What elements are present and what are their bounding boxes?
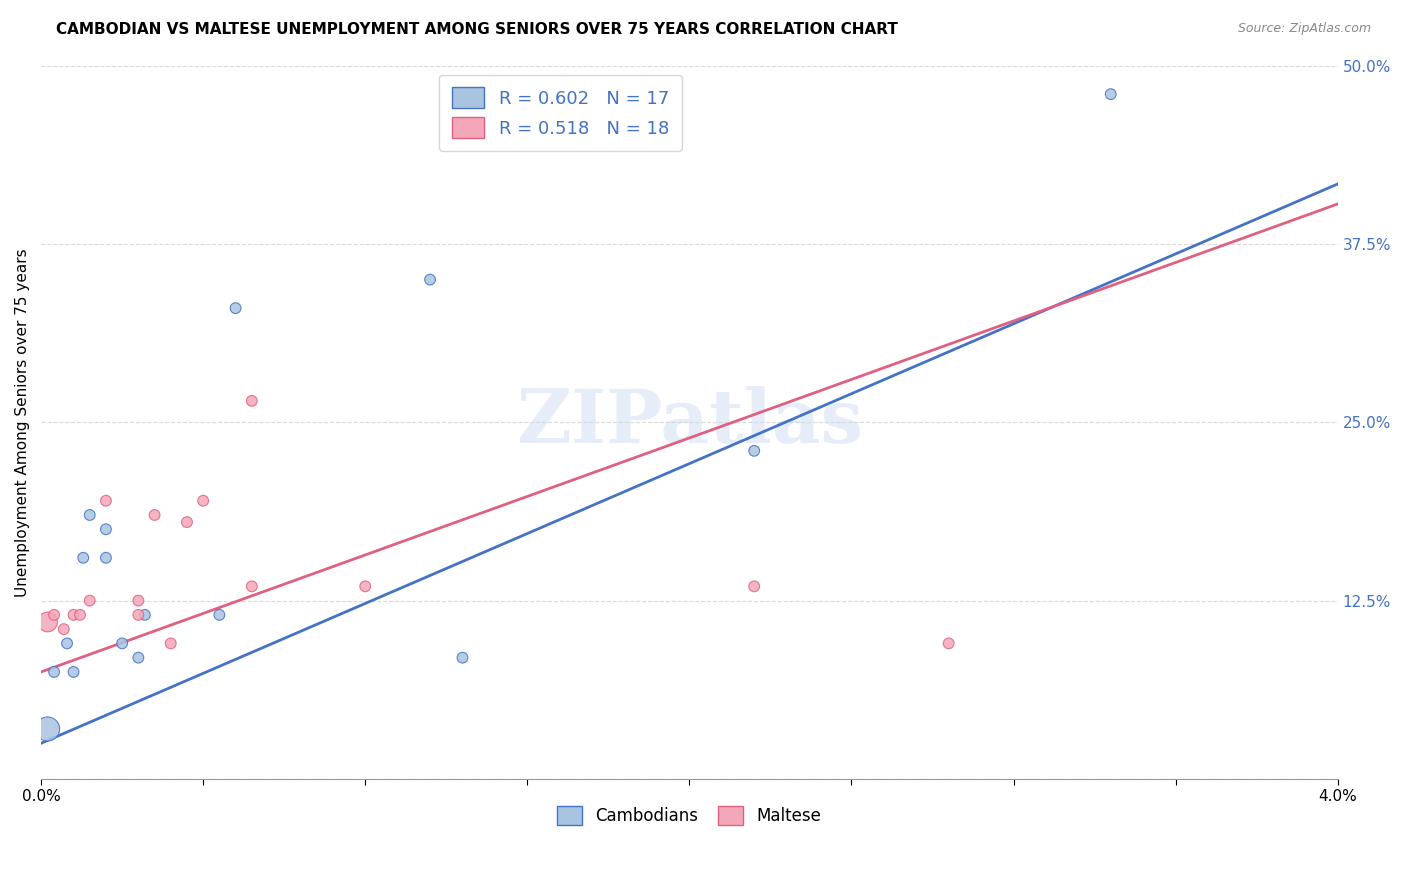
Point	[742, 579, 765, 593]
Point	[451, 650, 474, 665]
Text: ZIPatlas: ZIPatlas	[516, 385, 863, 458]
Point	[127, 607, 149, 622]
Point	[938, 636, 960, 650]
Point	[62, 665, 84, 679]
Point	[159, 636, 181, 650]
Point	[42, 607, 65, 622]
Point	[127, 593, 149, 607]
Point	[127, 650, 149, 665]
Point	[193, 493, 215, 508]
Point	[69, 607, 91, 622]
Point	[79, 508, 101, 522]
Point	[62, 607, 84, 622]
Point	[225, 301, 247, 315]
Point	[79, 593, 101, 607]
Point	[42, 665, 65, 679]
Text: CAMBODIAN VS MALTESE UNEMPLOYMENT AMONG SENIORS OVER 75 YEARS CORRELATION CHART: CAMBODIAN VS MALTESE UNEMPLOYMENT AMONG …	[56, 22, 898, 37]
Point	[240, 579, 263, 593]
Point	[240, 393, 263, 408]
Point	[419, 272, 441, 286]
Point	[354, 579, 377, 593]
Point	[94, 550, 117, 565]
Text: Source: ZipAtlas.com: Source: ZipAtlas.com	[1237, 22, 1371, 36]
Point	[37, 722, 59, 736]
Point	[742, 443, 765, 458]
Y-axis label: Unemployment Among Seniors over 75 years: Unemployment Among Seniors over 75 years	[15, 248, 30, 597]
Point	[56, 636, 79, 650]
Point	[143, 508, 166, 522]
Point	[1099, 87, 1122, 102]
Point	[208, 607, 231, 622]
Point	[134, 607, 156, 622]
Point	[94, 522, 117, 536]
Point	[176, 515, 198, 529]
Point	[111, 636, 134, 650]
Point	[37, 615, 59, 629]
Point	[52, 622, 75, 636]
Point	[94, 493, 117, 508]
Legend: Cambodians, Maltese: Cambodians, Maltese	[547, 796, 831, 835]
Point	[72, 550, 94, 565]
